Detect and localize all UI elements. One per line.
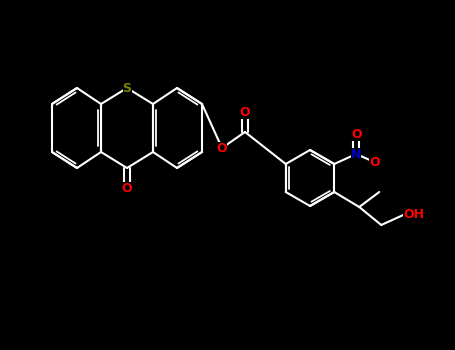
Text: N: N [351, 147, 361, 161]
Text: O: O [217, 141, 228, 154]
Text: O: O [369, 155, 379, 168]
Text: O: O [351, 127, 362, 140]
Text: S: S [122, 82, 131, 95]
Text: O: O [240, 105, 250, 119]
Text: OH: OH [403, 209, 424, 222]
Text: O: O [121, 182, 132, 195]
